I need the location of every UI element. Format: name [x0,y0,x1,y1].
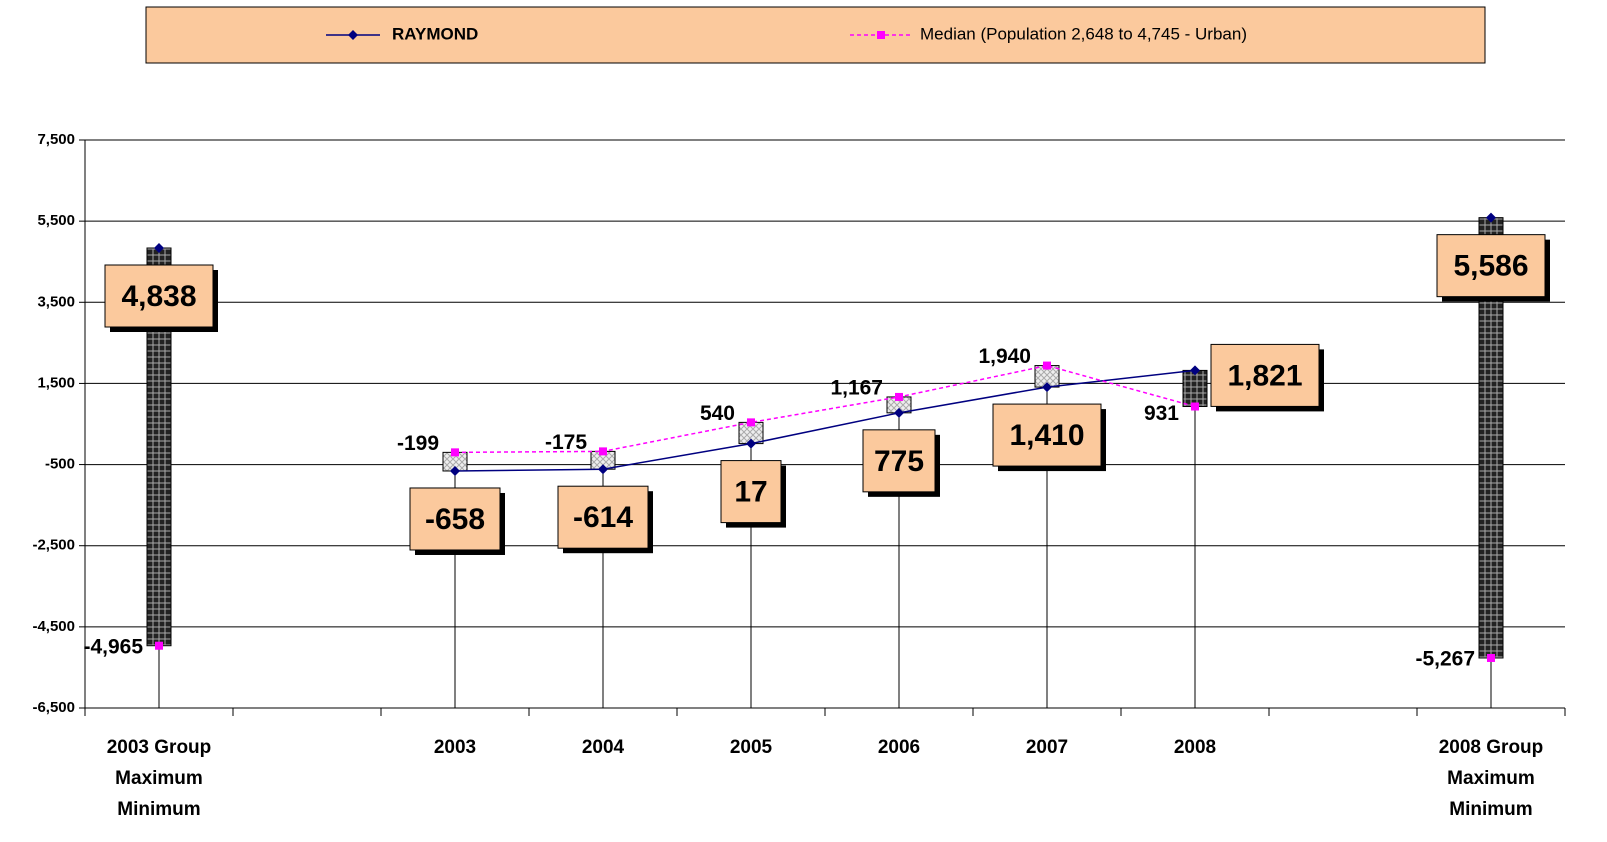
x-tick-label: 2007 [1026,737,1068,758]
series-line [455,218,1491,471]
data-label: -658 [425,503,485,536]
legend-marker [877,31,885,39]
y-tick-label: 1,500 [37,374,75,391]
data-label: -175 [545,431,587,454]
label-box [862,429,936,493]
data-label: -199 [397,432,439,455]
label-box [992,403,1102,467]
y-tick-label: -2,500 [32,537,75,554]
y-tick-label: -500 [45,456,75,473]
data-label: 775 [874,445,924,478]
marker [450,465,460,476]
label-box [1210,343,1320,407]
x-tick-label: Maximum [115,768,203,789]
marker [746,438,756,449]
high-low-bar [1182,369,1208,408]
data-label: 5,586 [1453,250,1528,283]
data-label: 931 [1144,402,1179,425]
y-tick-label: 3,500 [37,293,75,310]
x-tick-label: 2006 [878,737,920,758]
x-tick-label: 2004 [582,737,625,758]
label-box [1436,234,1546,298]
label-box [720,460,782,524]
marker [1486,212,1496,223]
x-tick-label: 2003 [434,737,476,758]
label-box [557,485,649,549]
marker [895,392,903,401]
marker [154,243,164,254]
y-tick-label: -4,500 [32,618,75,635]
data-label: 1,410 [1009,419,1084,452]
marker [747,418,755,427]
marker [155,641,163,650]
data-label: -614 [573,501,633,534]
label-box [409,487,501,551]
x-tick-label: 2008 Group [1439,737,1544,758]
label-box [104,264,214,328]
x-tick-label: 2008 [1174,737,1216,758]
marker [894,407,904,418]
marker [1191,402,1199,411]
marker [599,447,607,456]
marker [1043,361,1051,370]
data-label: 4,838 [121,280,196,313]
data-label: 1,167 [830,376,883,399]
legend-label: Median (Population 2,648 to 4,745 - Urba… [920,24,1247,43]
x-tick-label: Minimum [117,799,200,820]
y-tick-label: 7,500 [37,131,75,148]
x-tick-label: 2003 Group [107,737,212,758]
marker [1487,653,1495,662]
y-tick-label: 5,500 [37,212,75,229]
marker [1190,365,1200,376]
legend-label: RAYMOND [392,24,478,43]
data-label: -4,965 [83,635,143,658]
y-tick-label: -6,500 [32,699,75,716]
marker [451,448,459,457]
data-label: 17 [734,476,767,509]
legend-marker [348,30,358,40]
x-tick-label: Minimum [1449,799,1532,820]
x-tick-label: 2005 [730,737,773,758]
data-label: 1,821 [1227,359,1302,392]
x-tick-label: Maximum [1447,768,1535,789]
data-label: -5,267 [1415,648,1475,671]
data-label: 1,940 [978,345,1031,368]
marker [598,464,608,475]
data-label: 540 [700,402,735,425]
marker [1042,382,1052,393]
